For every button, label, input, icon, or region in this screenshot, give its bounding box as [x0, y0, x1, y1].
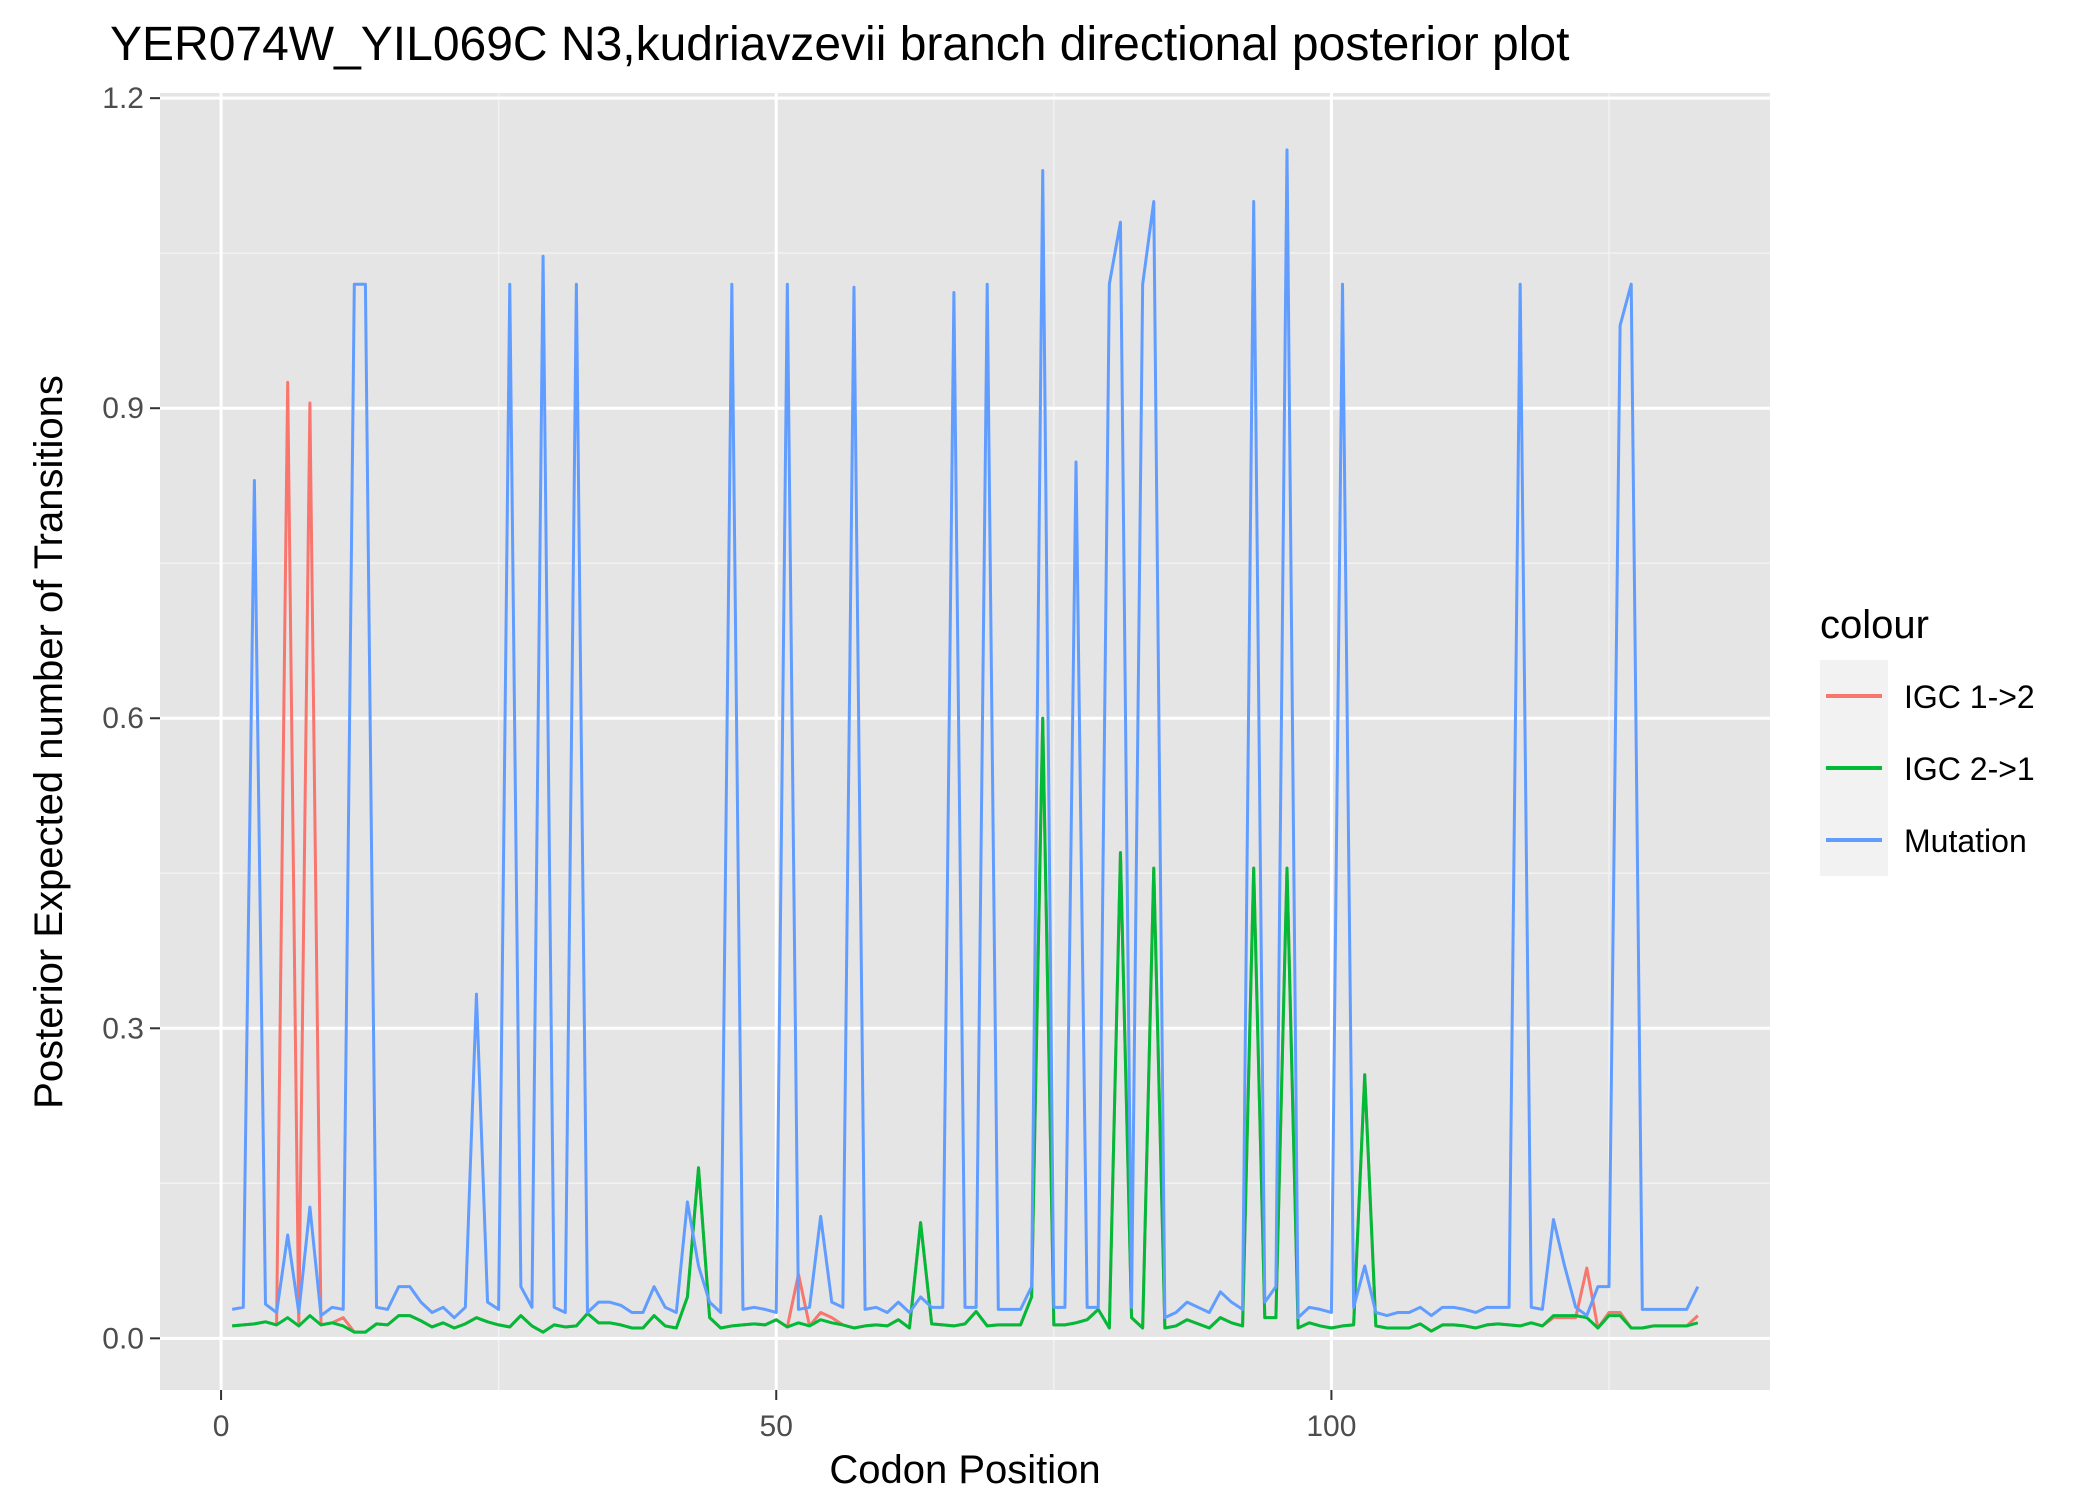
- y-tick-label: 0.6: [102, 702, 144, 735]
- x-tick-label: 100: [1306, 1410, 1356, 1443]
- y-axis: 0.0 0.3 0.6 0.9 1.2: [102, 82, 160, 1355]
- series-lines: [231, 148, 1700, 1334]
- chart-title: YER074W_YIL069C N3,kudriavzevii branch d…: [110, 18, 1569, 71]
- y-tick-label: 0.0: [102, 1322, 144, 1355]
- y-tick-label: 0.9: [102, 392, 144, 425]
- x-tick-label: 0: [213, 1410, 230, 1443]
- legend-label: Mutation: [1904, 823, 2027, 859]
- x-axis-title: Codon Position: [829, 1448, 1100, 1492]
- legend-label: IGC 1->2: [1904, 679, 2035, 715]
- legend-label: IGC 2->1: [1904, 751, 2035, 787]
- y-tick-label: 0.3: [102, 1012, 144, 1045]
- x-axis: 0 50 100: [213, 1390, 1356, 1443]
- major-gridlines: [160, 93, 1770, 1390]
- y-axis-title: Posterior Expected number of Transitions: [27, 375, 71, 1109]
- y-tick-label: 1.2: [102, 82, 144, 115]
- legend-title: colour: [1820, 603, 1929, 647]
- series-line-mutation: [231, 148, 1700, 1320]
- legend: colour IGC 1->2 IGC 2->1 Mutation: [1820, 603, 2035, 876]
- series-line-igc-2-1: [232, 716, 1699, 1334]
- x-tick-label: 50: [760, 1410, 793, 1443]
- legend-keys: IGC 1->2 IGC 2->1 Mutation: [1820, 660, 2035, 876]
